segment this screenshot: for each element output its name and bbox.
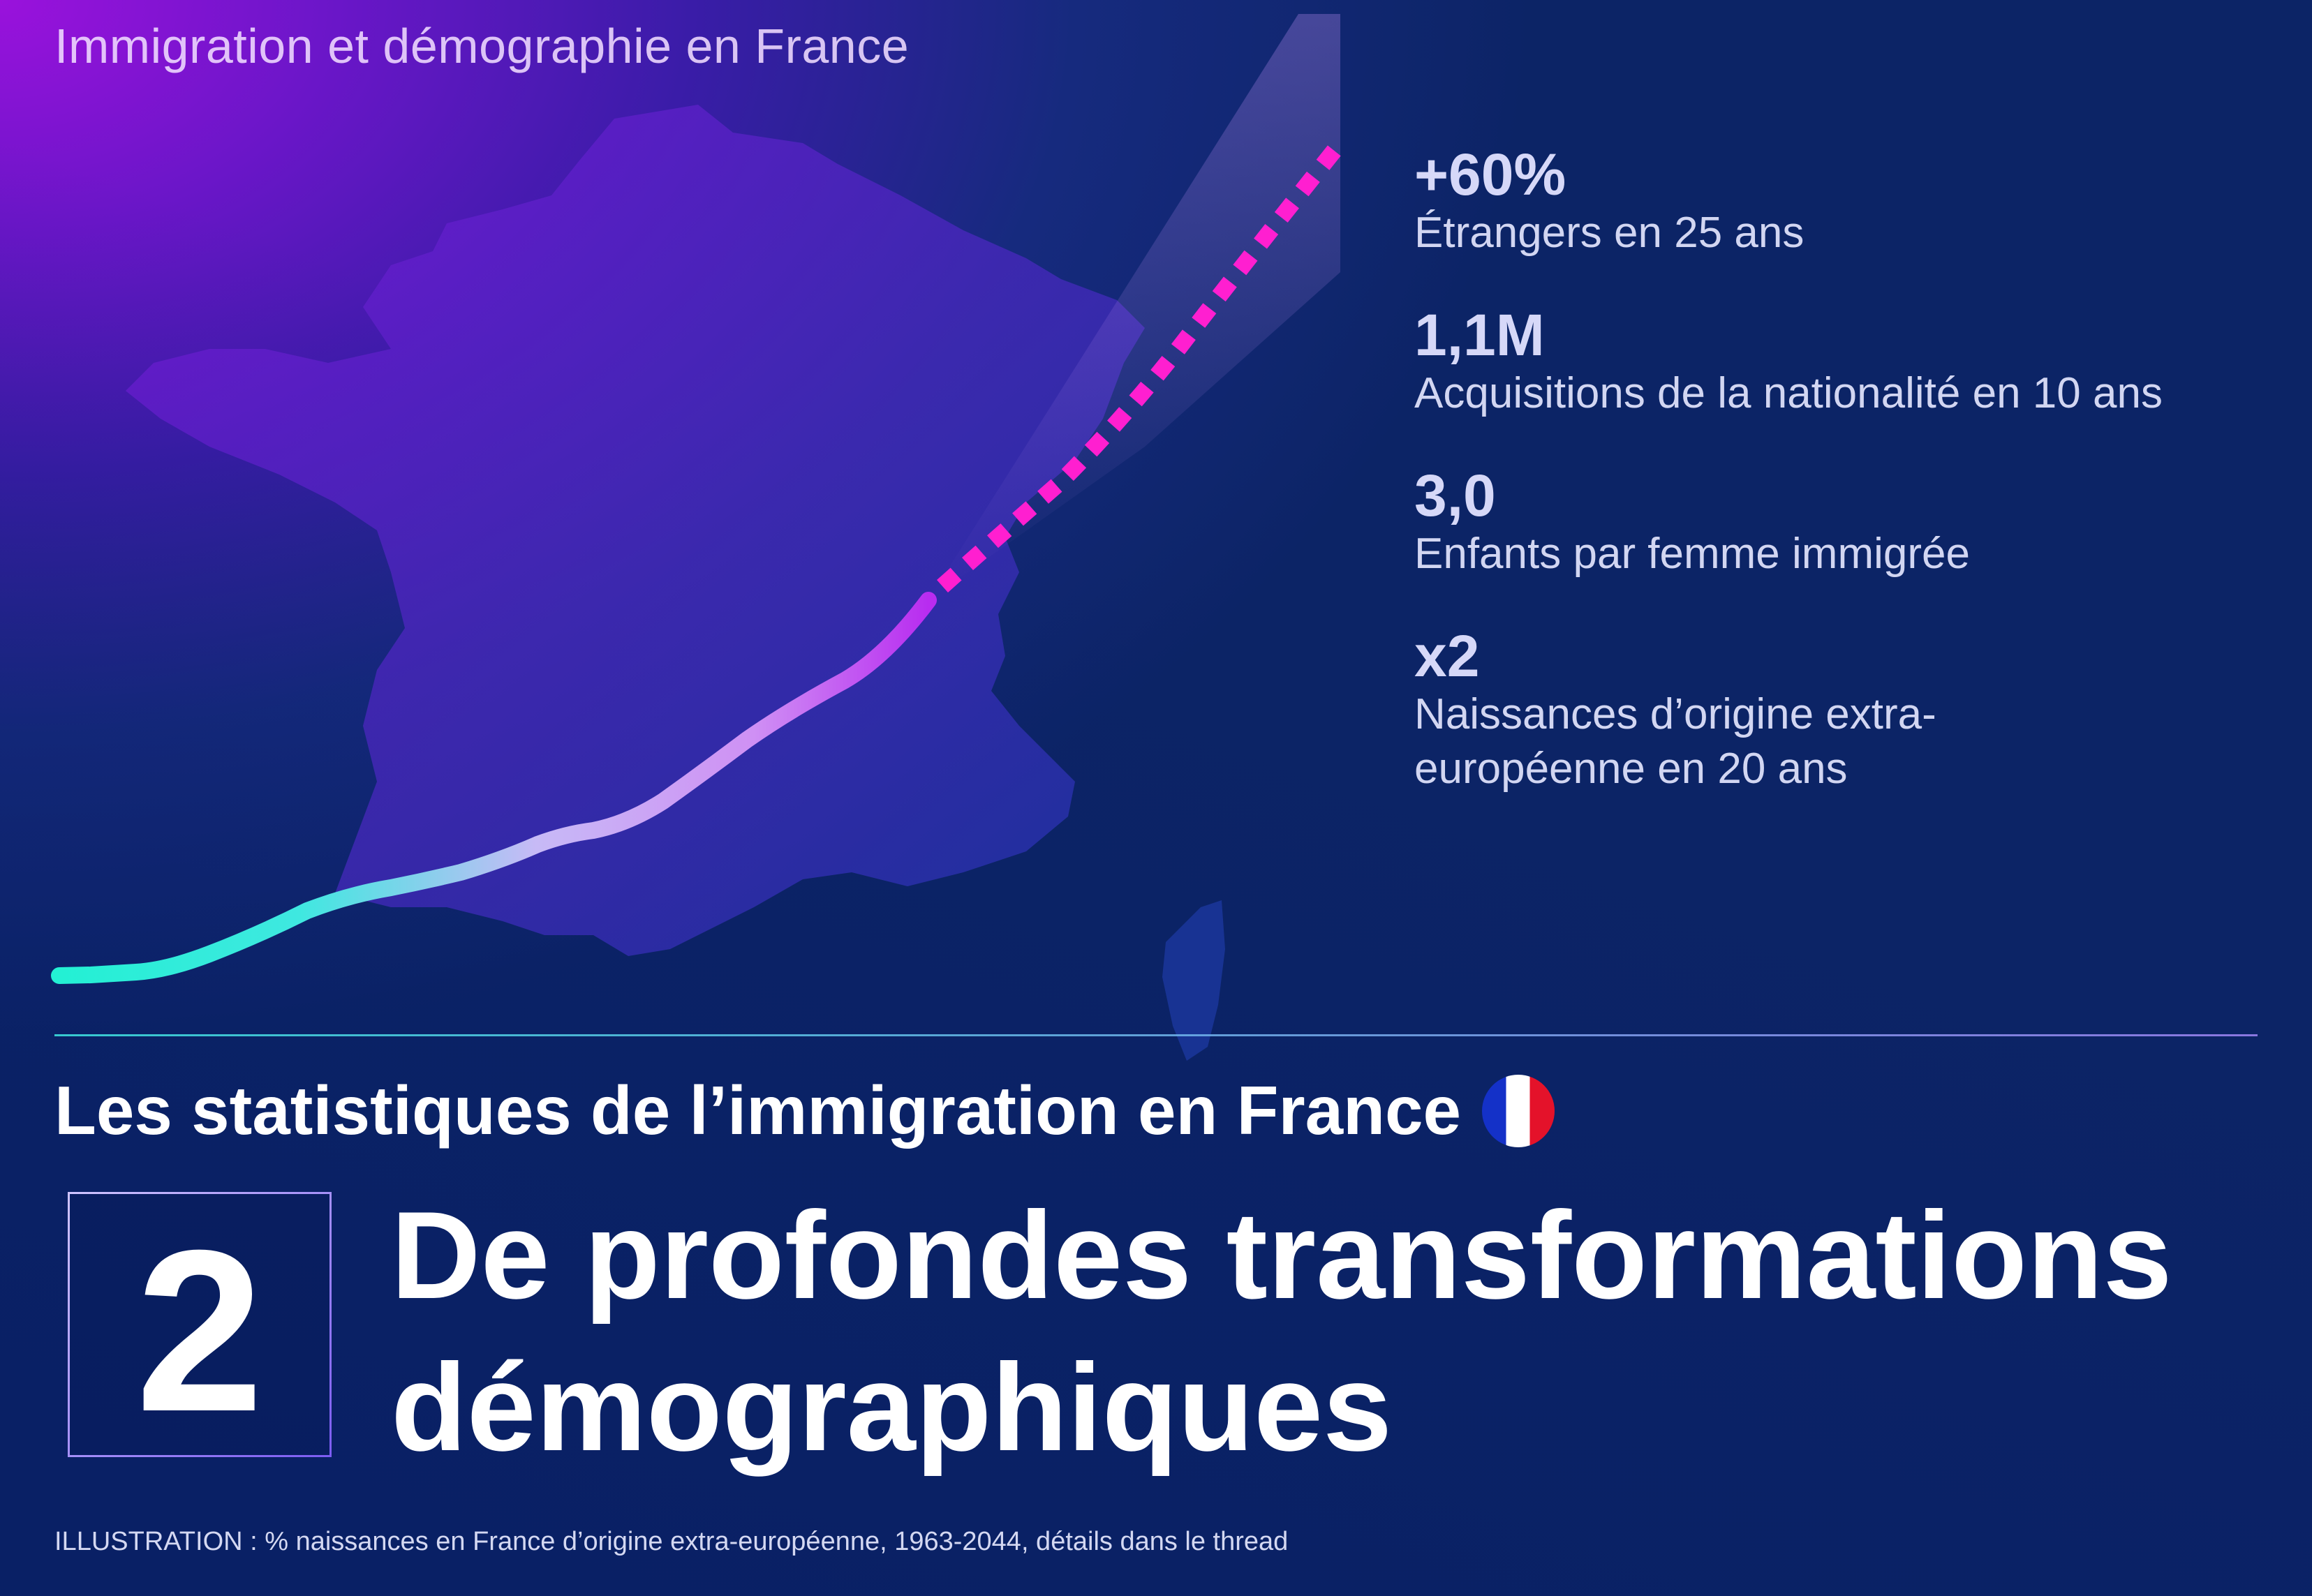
subtitle-text: Les statistiques de l’immigration en Fra… <box>54 1072 1461 1149</box>
stats-panel: +60% Étrangers en 25 ans 1,1M Acquisitio… <box>1414 143 2280 840</box>
stat-item: +60% Étrangers en 25 ans <box>1414 143 2280 260</box>
projection-fan <box>928 14 1340 600</box>
historical-curve <box>51 592 937 984</box>
stat-item: 3,0 Enfants par femme immigrée <box>1414 464 2280 581</box>
series-subtitle: Les statistiques de l’immigration en Fra… <box>54 1071 1555 1150</box>
stat-value: 3,0 <box>1414 463 1496 528</box>
france-map-shape <box>126 105 1145 956</box>
projection-curve <box>937 137 1347 592</box>
part-number: 2 <box>135 1202 264 1459</box>
stat-label: Naissances d’origine extra-européenne en… <box>1414 690 1936 793</box>
stat-value: x2 <box>1414 623 1480 689</box>
stat-value: 1,1M <box>1414 302 1545 368</box>
stat-label: Étrangers en 25 ans <box>1414 209 1805 257</box>
corsica-shape <box>1162 900 1225 1061</box>
stat-item: x2 Naissances d’origine extra-européenne… <box>1414 625 2280 796</box>
france-flag-icon <box>1481 1074 1555 1147</box>
page-header-title: Immigration et démographie en France <box>54 19 910 73</box>
stat-value: +60% <box>1414 142 1566 207</box>
main-title: De profondes transformations démographiq… <box>391 1186 2172 1477</box>
section-divider <box>54 1034 2258 1036</box>
stat-label: Enfants par femme immigrée <box>1414 530 1970 578</box>
part-number-box: 2 <box>68 1192 332 1457</box>
illustration-caption: ILLUSTRATION : % naissances en France d’… <box>54 1527 1289 1556</box>
stat-item: 1,1M Acquisitions de la nationalité en 1… <box>1414 304 2280 421</box>
stat-label: Acquisitions de la nationalité en 10 ans <box>1414 369 2163 417</box>
